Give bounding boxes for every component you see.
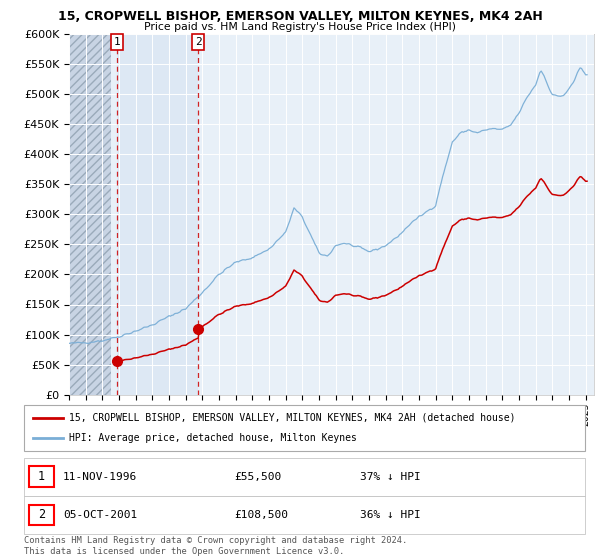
Text: 1: 1	[113, 37, 121, 47]
Text: 15, CROPWELL BISHOP, EMERSON VALLEY, MILTON KEYNES, MK4 2AH: 15, CROPWELL BISHOP, EMERSON VALLEY, MIL…	[58, 10, 542, 23]
Text: Contains HM Land Registry data © Crown copyright and database right 2024.
This d: Contains HM Land Registry data © Crown c…	[24, 536, 407, 556]
Text: 15, CROPWELL BISHOP, EMERSON VALLEY, MILTON KEYNES, MK4 2AH (detached house): 15, CROPWELL BISHOP, EMERSON VALLEY, MIL…	[69, 413, 515, 423]
Text: 11-NOV-1996: 11-NOV-1996	[63, 472, 137, 482]
Bar	[69, 34, 110, 395]
Text: Price paid vs. HM Land Registry's House Price Index (HPI): Price paid vs. HM Land Registry's House …	[144, 22, 456, 32]
Text: £108,500: £108,500	[234, 510, 288, 520]
Text: 37% ↓ HPI: 37% ↓ HPI	[360, 472, 421, 482]
Text: 2: 2	[38, 508, 45, 521]
Bar	[117, 34, 198, 395]
Text: 36% ↓ HPI: 36% ↓ HPI	[360, 510, 421, 520]
Text: HPI: Average price, detached house, Milton Keynes: HPI: Average price, detached house, Milt…	[69, 433, 357, 443]
Text: 1: 1	[38, 470, 45, 483]
Text: 2: 2	[195, 37, 202, 47]
Text: £55,500: £55,500	[234, 472, 281, 482]
Text: 05-OCT-2001: 05-OCT-2001	[63, 510, 137, 520]
